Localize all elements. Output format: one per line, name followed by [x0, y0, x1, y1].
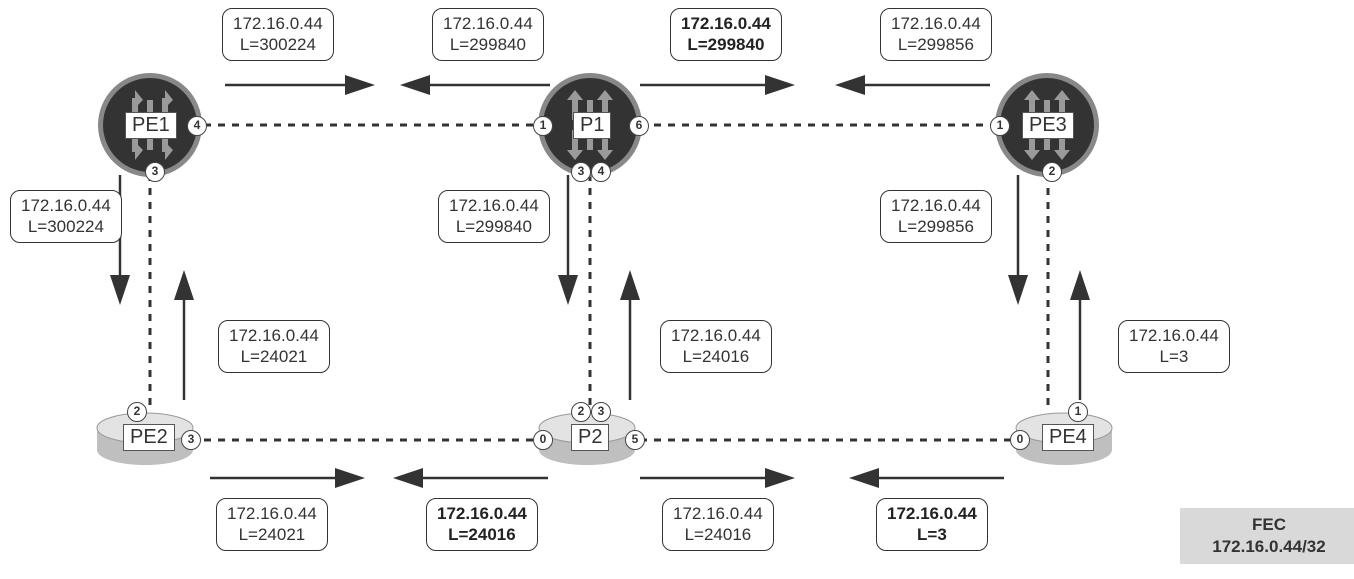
port-pe3-2: 2 — [1042, 162, 1062, 182]
node-label: PE2 — [123, 424, 175, 451]
label-left-pe1: 172.16.0.44 L=300224 — [10, 190, 122, 243]
ip: 172.16.0.44 — [891, 196, 981, 215]
port-p1-1: 1 — [533, 116, 553, 136]
label-bot-p2-left: 172.16.0.44 L=24016 — [426, 498, 538, 551]
label-top-p1-left: 172.16.0.44 L=299840 — [432, 8, 544, 61]
port-pe3-1: 1 — [990, 116, 1010, 136]
node-label: PE4 — [1042, 424, 1094, 451]
node-label: PE3 — [1022, 112, 1074, 139]
diagram-canvas: 172.16.0.44 L=300224 172.16.0.44 L=29984… — [0, 0, 1354, 579]
lval: L=299856 — [898, 217, 974, 236]
node-pe1: PE1 4 3 — [95, 70, 205, 180]
label-bot-p2-right: 172.16.0.44 L=24016 — [662, 498, 774, 551]
ip: 172.16.0.44 — [673, 504, 763, 523]
label-top-pe1: 172.16.0.44 L=300224 — [222, 8, 334, 61]
node-pe4: PE4 0 1 — [1014, 408, 1114, 468]
label-up-pe4: 172.16.0.44 L=3 — [1118, 320, 1230, 373]
ip: 172.16.0.44 — [887, 504, 977, 523]
label-mid-p1-down: 172.16.0.44 L=299840 — [438, 190, 550, 243]
lval: L=24021 — [239, 525, 306, 544]
lval: L=300224 — [240, 35, 316, 54]
lval: L=299840 — [450, 35, 526, 54]
label-up-pe2: 172.16.0.44 L=24021 — [218, 320, 330, 373]
label-bot-pe2-left: 172.16.0.44 L=24021 — [216, 498, 328, 551]
ip: 172.16.0.44 — [449, 196, 539, 215]
ip: 172.16.0.44 — [671, 326, 761, 345]
port-p1-3: 3 — [571, 162, 591, 182]
ip: 172.16.0.44 — [229, 326, 319, 345]
port-pe4-1: 1 — [1068, 402, 1088, 422]
port-pe2-2: 2 — [127, 402, 147, 422]
ip: 172.16.0.44 — [681, 14, 771, 33]
node-label: P2 — [571, 424, 609, 451]
lval: L=24016 — [685, 525, 752, 544]
fec-title: FEC — [1252, 515, 1286, 534]
port-p1-4: 4 — [591, 162, 611, 182]
ip: 172.16.0.44 — [233, 14, 323, 33]
lval: L=300224 — [28, 217, 104, 236]
label-top-pe3: 172.16.0.44 L=299856 — [880, 8, 992, 61]
ip: 172.16.0.44 — [443, 14, 533, 33]
label-right-pe3: 172.16.0.44 L=299856 — [880, 190, 992, 243]
lval: L=299840 — [456, 217, 532, 236]
port-p2-2: 2 — [571, 402, 591, 422]
node-p2: P2 0 2 3 5 — [537, 408, 637, 468]
ip: 172.16.0.44 — [891, 14, 981, 33]
lval: L=3 — [917, 525, 947, 544]
lval: L=24016 — [448, 525, 516, 544]
ip: 172.16.0.44 — [437, 504, 527, 523]
fec-value: 172.16.0.44/32 — [1212, 537, 1325, 556]
port-p1-6: 6 — [629, 116, 649, 136]
node-p1: P1 1 6 3 4 — [535, 70, 645, 180]
port-p2-5: 5 — [625, 430, 645, 450]
label-bot-pe4-right: 172.16.0.44 L=3 — [876, 498, 988, 551]
ip: 172.16.0.44 — [21, 196, 111, 215]
label-up-p2: 172.16.0.44 L=24016 — [660, 320, 772, 373]
lval: L=299856 — [898, 35, 974, 54]
label-top-p1-right: 172.16.0.44 L=299840 — [670, 8, 782, 61]
port-p2-0: 0 — [533, 430, 553, 450]
port-pe1-3: 3 — [145, 162, 165, 182]
ip: 172.16.0.44 — [227, 504, 317, 523]
port-p2-3: 3 — [591, 402, 611, 422]
fec-box: FEC 172.16.0.44/32 — [1180, 508, 1354, 564]
ip: 172.16.0.44 — [1129, 326, 1219, 345]
lval: L=3 — [1159, 347, 1188, 366]
lval: L=24016 — [683, 347, 750, 366]
lval: L=299840 — [687, 35, 764, 54]
port-pe2-3: 3 — [181, 430, 201, 450]
node-pe3: PE3 1 2 — [992, 70, 1102, 180]
port-pe1-4: 4 — [187, 116, 207, 136]
lval: L=24021 — [241, 347, 308, 366]
node-label: P1 — [573, 112, 611, 139]
node-pe2: PE2 2 3 — [95, 408, 195, 468]
node-label: PE1 — [125, 112, 177, 139]
port-pe4-0: 0 — [1010, 430, 1030, 450]
